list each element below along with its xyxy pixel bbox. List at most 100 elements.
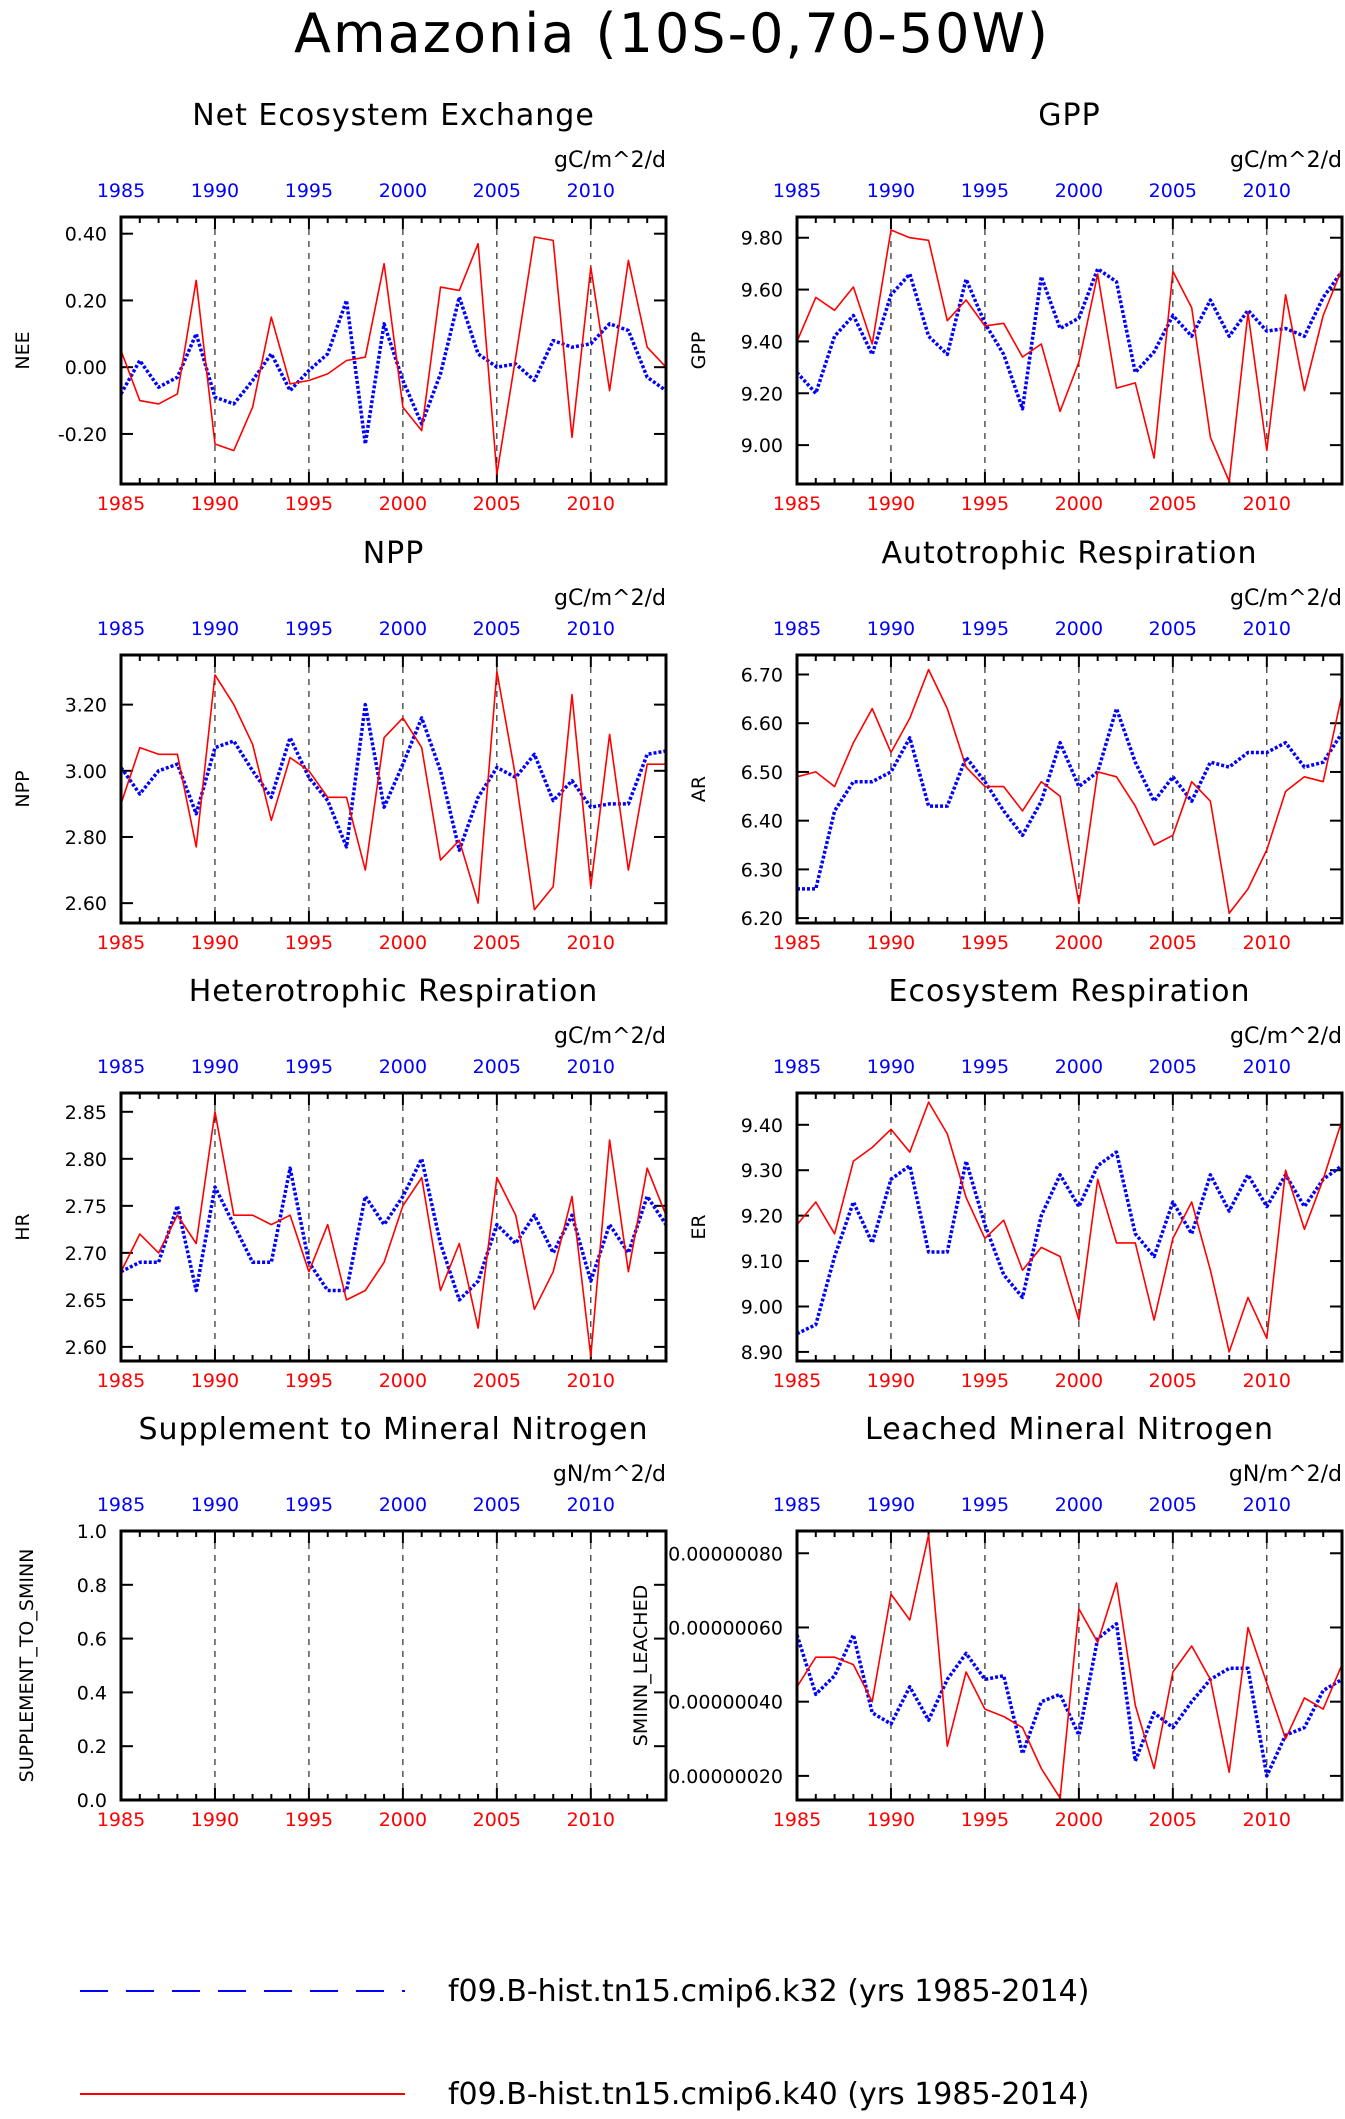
- y-axis-label: SUPPLEMENT_TO_SMINN: [16, 1549, 38, 1783]
- x-tick-label-top: 1990: [191, 618, 239, 640]
- x-tick-label-top: 1995: [285, 1056, 333, 1078]
- x-tick-label: 1985: [773, 493, 821, 515]
- units-label: gC/m^2/d: [554, 148, 666, 173]
- legend-label-case2: f09.B-hist.tn15.cmip6.k40 (yrs 1985-2014…: [448, 2077, 1089, 2112]
- y-tick-label: 0.4: [77, 1682, 107, 1704]
- x-tick-label: 1995: [285, 493, 333, 515]
- y-tick-label: 9.30: [741, 1160, 783, 1182]
- y-tick-label: 0.00: [65, 357, 107, 379]
- panel-7: Supplement to Mineral Nitrogen gN/m^2/d 19…: [16, 1412, 668, 1831]
- x-tick-label: 1995: [961, 932, 1009, 954]
- x-tick-label: 1990: [191, 1809, 239, 1831]
- plot-frame: [119, 653, 668, 925]
- x-tick-label: 1990: [867, 932, 915, 954]
- x-tick-label-top: 2005: [473, 180, 521, 202]
- x-tick-label-top: 2010: [1243, 1494, 1291, 1516]
- units-label: gC/m^2/d: [1230, 1024, 1342, 1049]
- x-tick-label-top: 1985: [773, 618, 821, 640]
- x-tick-label-top: 1990: [867, 618, 915, 640]
- x-tick-label-top: 1990: [191, 1056, 239, 1078]
- panel-title: GPP: [1038, 98, 1100, 133]
- legend-label-case1: f09.B-hist.tn15.cmip6.k32 (yrs 1985-2014…: [448, 1974, 1089, 2009]
- x-tick-label: 1995: [961, 1809, 1009, 1831]
- x-tick-label-top: 2010: [567, 180, 615, 202]
- series-line-case1: [797, 706, 1344, 891]
- y-axis-label: NEE: [12, 331, 34, 369]
- x-tick-label-top: 1995: [961, 1056, 1009, 1078]
- series-line-case1: [119, 702, 667, 852]
- x-tick-label-top: 2010: [567, 1056, 615, 1078]
- x-tick-label-top: 1990: [867, 180, 915, 202]
- y-axis-label: SMINN_LEACHED: [630, 1585, 652, 1746]
- series-line-case2: [120, 236, 667, 475]
- plot-frame: [795, 653, 1344, 925]
- y-tick-label: 2.60: [65, 893, 107, 915]
- y-tick-label: 0.00000080: [668, 1543, 783, 1565]
- x-tick-label: 2000: [379, 493, 427, 515]
- x-tick-label-top: 1990: [867, 1056, 915, 1078]
- plot-frame: [795, 1529, 1344, 1802]
- y-tick-label: 0.40: [65, 224, 107, 246]
- x-tick-label-top: 2000: [379, 180, 427, 202]
- y-tick-label: 0.00000020: [668, 1766, 783, 1788]
- y-tick-label: 6.50: [741, 762, 783, 784]
- plot-frame: [119, 215, 668, 486]
- x-tick-label-top: 2000: [379, 1494, 427, 1516]
- x-tick-label-top: 1985: [773, 1494, 821, 1516]
- x-tick-label: 1990: [191, 1370, 239, 1392]
- x-tick-label: 2005: [473, 1809, 521, 1831]
- y-tick-label: 2.80: [65, 827, 107, 849]
- y-tick-label: 6.40: [741, 811, 783, 833]
- legend: f09.B-hist.tn15.cmip6.k32 (yrs 1985-2014…: [80, 1974, 1089, 2112]
- x-tick-label: 1990: [867, 1370, 915, 1392]
- units-label: gC/m^2/d: [554, 1024, 666, 1049]
- series-line-case2: [796, 668, 1343, 915]
- series-line-case2: [120, 670, 666, 911]
- y-tick-label: 2.60: [65, 1337, 107, 1359]
- x-tick-label: 2000: [379, 1809, 427, 1831]
- x-tick-label-top: 1995: [285, 180, 333, 202]
- x-tick-label-top: 1985: [97, 618, 145, 640]
- y-tick-label: 6.20: [741, 908, 783, 930]
- x-tick-label: 2005: [473, 493, 521, 515]
- units-label: gC/m^2/d: [1230, 586, 1342, 611]
- x-tick-label-top: 1995: [285, 1494, 333, 1516]
- x-tick-label-top: 2010: [567, 618, 615, 640]
- x-tick-label-top: 2005: [1149, 618, 1197, 640]
- x-tick-label: 1990: [191, 493, 239, 515]
- x-tick-label: 1985: [97, 493, 145, 515]
- x-tick-label: 1990: [191, 932, 239, 954]
- plot-frame: [119, 1091, 668, 1363]
- x-tick-label-top: 2005: [1149, 180, 1197, 202]
- y-tick-label: 2.85: [65, 1102, 107, 1124]
- y-tick-label: 2.65: [65, 1290, 107, 1312]
- x-tick-label: 2010: [1243, 493, 1291, 515]
- x-tick-label-top: 2000: [1055, 180, 1103, 202]
- x-tick-label: 2010: [567, 1370, 615, 1392]
- x-tick-label-top: 2000: [1055, 1494, 1103, 1516]
- x-tick-label: 2005: [1149, 493, 1197, 515]
- x-tick-label: 2010: [567, 1809, 615, 1831]
- units-label: gN/m^2/d: [553, 1462, 666, 1487]
- panel-title: Autotrophic Respiration: [881, 536, 1257, 571]
- x-tick-label-top: 2000: [379, 618, 427, 640]
- x-tick-label-top: 2005: [1149, 1056, 1197, 1078]
- x-tick-label: 2005: [473, 1370, 521, 1392]
- y-tick-label: 0.6: [77, 1629, 107, 1651]
- x-tick-label: 2000: [379, 1370, 427, 1392]
- y-tick-label: 0.0: [77, 1790, 107, 1812]
- x-tick-label-top: 2005: [473, 1494, 521, 1516]
- x-tick-label: 2010: [567, 932, 615, 954]
- x-tick-label: 1985: [97, 932, 145, 954]
- y-tick-label: 2.75: [65, 1196, 107, 1218]
- series-line-case2: [796, 229, 1343, 483]
- y-tick-label: 1.0: [77, 1521, 107, 1543]
- plot-frame: [795, 1091, 1344, 1363]
- x-tick-label-top: 1985: [97, 1494, 145, 1516]
- x-tick-label: 2005: [473, 932, 521, 954]
- x-tick-label-top: 1990: [191, 1494, 239, 1516]
- units-label: gC/m^2/d: [554, 586, 666, 611]
- x-tick-label-top: 2010: [1243, 1056, 1291, 1078]
- panel-title: Heterotrophic Respiration: [189, 974, 599, 1009]
- x-tick-label: 1995: [961, 1370, 1009, 1392]
